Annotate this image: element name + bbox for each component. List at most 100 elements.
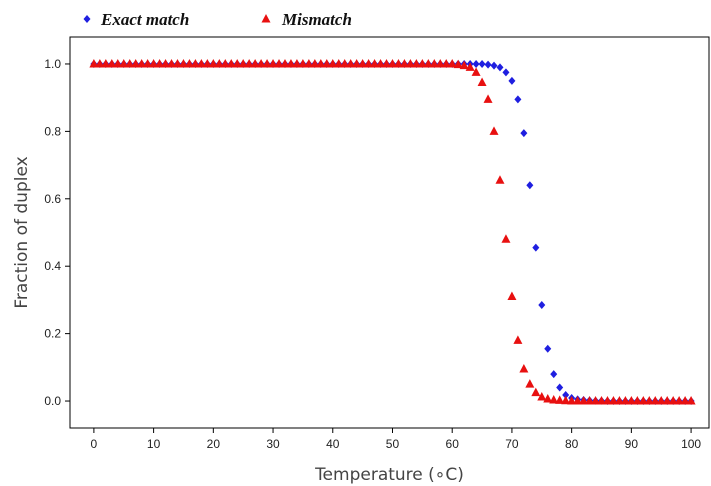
mismatch-point xyxy=(131,58,141,68)
mismatch-point xyxy=(614,396,624,405)
mismatch-point xyxy=(328,58,338,68)
exact-match-point xyxy=(532,243,540,252)
mismatch-point xyxy=(435,58,445,68)
mismatch-point xyxy=(674,396,684,405)
mismatch-point xyxy=(644,396,654,405)
mismatch-point xyxy=(268,58,278,68)
mismatch-point xyxy=(423,58,433,68)
mismatch-point xyxy=(561,395,571,405)
mismatch-point xyxy=(411,58,421,68)
mismatch-point xyxy=(453,59,463,69)
mismatch-point xyxy=(286,58,296,68)
x-tick-label: 20 xyxy=(207,437,221,451)
mismatch-point xyxy=(155,58,165,68)
mismatch-point xyxy=(447,58,457,68)
legend: Exact match Mismatch xyxy=(83,10,352,29)
mismatch-point xyxy=(429,58,439,68)
exact-match-point xyxy=(472,59,480,68)
mismatch-point xyxy=(322,58,332,68)
mismatch-point xyxy=(597,396,607,405)
mismatch-point xyxy=(393,58,403,68)
mismatch-point xyxy=(620,396,630,405)
mismatch-point xyxy=(119,58,129,68)
mismatch-point xyxy=(591,396,601,405)
exact-match-point xyxy=(484,60,492,69)
mismatch-point xyxy=(167,58,177,68)
y-tick-label: 0.4 xyxy=(44,259,61,273)
x-axis: 0 10 20 30 40 50 60 70 80 90 100 xyxy=(91,428,701,451)
mismatch-point xyxy=(573,396,583,405)
mismatch-point xyxy=(107,58,117,68)
exact-match-point xyxy=(508,76,516,85)
mismatch-point xyxy=(585,396,595,405)
exact-match-point xyxy=(478,59,486,68)
mismatch-point xyxy=(340,58,350,68)
mismatch-point xyxy=(137,58,147,68)
x-tick-label: 70 xyxy=(505,437,519,451)
mismatch-point xyxy=(382,58,392,68)
mismatch-point xyxy=(525,379,535,388)
mismatch-point xyxy=(668,396,678,405)
mismatch-point xyxy=(537,391,547,401)
y-tick-label: 0.2 xyxy=(44,327,61,341)
mismatch-point xyxy=(405,58,415,68)
mismatch-point xyxy=(567,396,577,405)
mismatch-point xyxy=(417,58,427,68)
mismatch-point xyxy=(244,58,254,68)
exact-match-point xyxy=(538,300,546,309)
mismatch-point xyxy=(650,396,660,405)
mismatch-point xyxy=(226,58,236,68)
legend-diamond-icon xyxy=(83,15,91,23)
mismatch-point xyxy=(519,364,529,373)
y-axis-title: Fraction of duplex xyxy=(12,156,32,308)
y-tick-label: 0.0 xyxy=(44,394,61,408)
mismatch-point xyxy=(656,396,666,405)
exact-match-point xyxy=(496,63,504,72)
mismatch-point xyxy=(292,58,302,68)
exact-match-point xyxy=(562,390,570,399)
mismatch-point xyxy=(316,58,326,68)
mismatch-point xyxy=(638,396,648,405)
series-0 xyxy=(90,59,695,406)
mismatch-point xyxy=(95,58,105,68)
x-tick-label: 0 xyxy=(91,437,98,451)
mismatch-point xyxy=(471,67,481,76)
mismatch-point xyxy=(370,58,380,68)
y-tick-label: 0.8 xyxy=(44,124,61,138)
y-tick-label: 0.6 xyxy=(44,192,61,206)
mismatch-point xyxy=(352,58,362,68)
mismatch-point xyxy=(579,396,589,405)
mismatch-point xyxy=(495,175,505,184)
mismatch-point xyxy=(274,58,284,68)
mismatch-point xyxy=(477,77,487,87)
mismatch-point xyxy=(232,58,242,68)
exact-match-point xyxy=(544,344,552,353)
mismatch-point xyxy=(507,291,517,301)
mismatch-point xyxy=(298,58,308,68)
mismatch-point xyxy=(459,60,469,70)
mismatch-point xyxy=(680,396,690,405)
mismatch-point xyxy=(89,58,99,68)
legend-triangle-icon xyxy=(261,14,271,23)
y-axis: 0.0 0.2 0.4 0.6 0.8 1.0 xyxy=(44,57,70,408)
exact-match-point xyxy=(556,383,564,392)
x-tick-label: 50 xyxy=(386,437,400,451)
mismatch-point xyxy=(387,58,397,68)
mismatch-point xyxy=(364,58,374,68)
mismatch-point xyxy=(358,58,368,68)
mismatch-point xyxy=(513,335,523,344)
mismatch-point xyxy=(483,94,493,103)
exact-match-point xyxy=(526,181,534,190)
mismatch-point xyxy=(220,58,230,68)
data-points xyxy=(89,58,696,406)
mismatch-point xyxy=(334,58,344,68)
mismatch-point xyxy=(238,58,248,68)
plot-frame xyxy=(69,36,710,429)
mismatch-point xyxy=(256,58,266,68)
mismatch-point xyxy=(608,396,618,405)
mismatch-point xyxy=(143,58,153,68)
legend-label: Exact match xyxy=(100,10,189,29)
mismatch-point xyxy=(304,58,314,68)
mismatch-point xyxy=(543,394,553,403)
